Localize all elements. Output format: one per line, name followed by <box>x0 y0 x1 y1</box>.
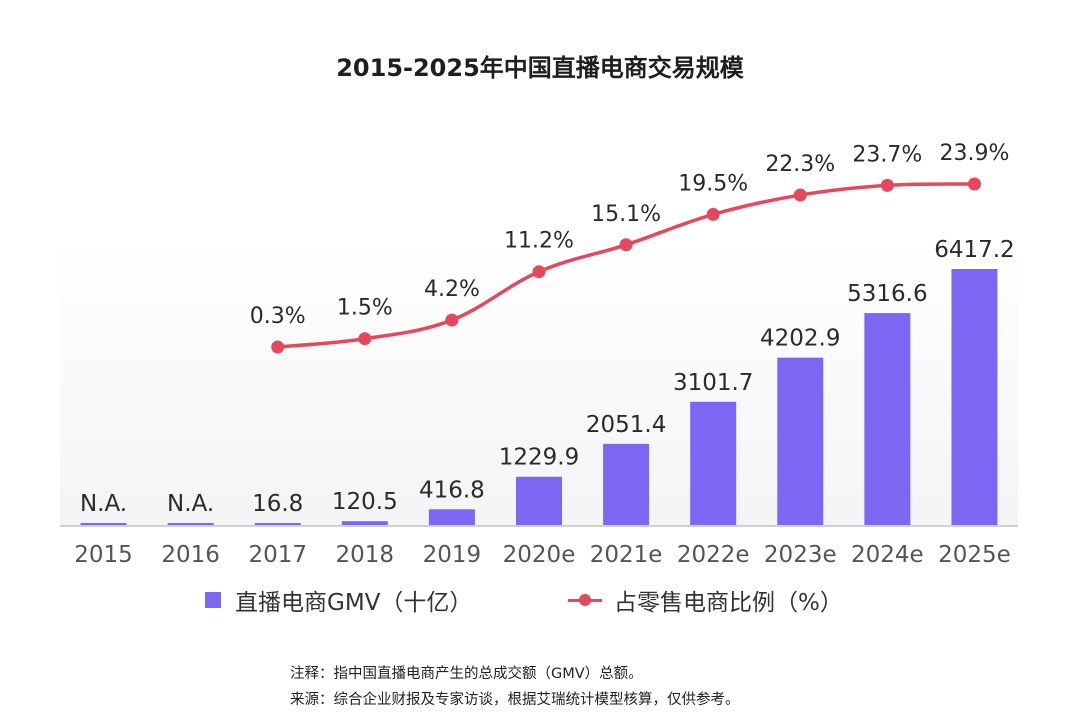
ratio-point-2024e <box>880 178 894 192</box>
x-tick-2024e: 2024e <box>851 542 924 568</box>
bar-2015 <box>80 523 127 526</box>
legend-label-gmv: 直播电商GMV（十亿） <box>235 590 473 616</box>
ratio-label-2018: 1.5% <box>337 296 393 321</box>
bar-2025e <box>951 269 998 526</box>
bar-label-2018: 120.5 <box>332 489 398 515</box>
legend-item-ratio: 占零售电商比例（%） <box>568 583 843 617</box>
ratio-label-2024e: 23.7% <box>852 142 922 167</box>
bar-label-2015: N.A. <box>80 491 127 517</box>
chart-title: 2015-2025年中国直播电商交易规模 <box>336 54 744 82</box>
ratio-point-2019 <box>445 313 459 327</box>
source-text: 来源：综合企业财报及专家访谈，根据艾瑞统计模型核算，仅供参考。 <box>290 692 740 708</box>
footnotes: 注释：指中国直播电商产生的总成交额（GMV）总额。 来源：综合企业财报及专家访谈… <box>290 661 740 713</box>
bar-2016 <box>167 523 214 526</box>
bar-2021e <box>603 443 650 526</box>
ratio-label-2020e: 11.2% <box>504 229 574 254</box>
ratio-point-2025e <box>967 177 981 191</box>
note-text: 注释：指中国直播电商产生的总成交额（GMV）总额。 <box>290 666 643 682</box>
legend: 直播电商GMV（十亿） 占零售电商比例（%） <box>0 583 1080 617</box>
ratio-label-2025e: 23.9% <box>940 141 1010 166</box>
legend-line-swatch <box>568 592 602 608</box>
bar-label-2021e: 2051.4 <box>586 412 666 438</box>
x-tick-2019: 2019 <box>423 542 482 568</box>
x-tick-2015: 2015 <box>74 542 133 568</box>
x-tick-2016: 2016 <box>161 542 220 568</box>
ratio-point-2021e <box>619 238 633 252</box>
ratio-point-2022e <box>706 207 720 221</box>
ratio-label-2019: 4.2% <box>424 277 480 302</box>
ratio-label-2017: 0.3% <box>250 304 306 329</box>
legend-label-ratio: 占零售电商比例（%） <box>614 590 843 616</box>
bar-2023e <box>777 357 824 526</box>
bar-2022e <box>690 401 737 526</box>
bar-2019 <box>428 509 475 526</box>
x-tick-2021e: 2021e <box>590 542 663 568</box>
x-tick-2022e: 2022e <box>677 542 750 568</box>
bar-label-2025e: 6417.2 <box>934 237 1014 263</box>
ratio-point-2018 <box>358 332 372 346</box>
bar-label-2016: N.A. <box>167 491 214 517</box>
legend-bar-swatch <box>205 592 221 608</box>
bar-label-2019: 416.8 <box>419 477 485 503</box>
bar-2017 <box>254 523 301 526</box>
ratio-label-2022e: 19.5% <box>678 171 748 196</box>
ratio-label-2023e: 22.3% <box>765 152 835 177</box>
ratio-point-2023e <box>793 188 807 202</box>
plot-area: N.A. N.A. 16.8 120.5 416.8 1229.9 2051.4 3101.7… <box>60 141 1018 568</box>
legend-item-gmv: 直播电商GMV（十亿） <box>205 583 472 617</box>
x-tick-2018: 2018 <box>336 542 395 568</box>
bar-2018 <box>341 521 388 526</box>
bar-label-2022e: 3101.7 <box>673 370 753 396</box>
x-tick-2023e: 2023e <box>764 542 837 568</box>
x-tick-2017: 2017 <box>248 542 307 568</box>
ratio-label-2021e: 15.1% <box>591 202 661 227</box>
x-tick-2020e: 2020e <box>503 542 576 568</box>
bar-2020e <box>516 476 562 526</box>
bar-label-2023e: 4202.9 <box>760 326 840 352</box>
ratio-point-2020e <box>532 265 546 279</box>
ratio-point-2017 <box>271 340 285 354</box>
bar-label-2017: 16.8 <box>252 491 303 517</box>
bar-label-2020e: 1229.9 <box>499 445 579 471</box>
bar-label-2024e: 5316.6 <box>847 281 927 307</box>
bar-2024e <box>864 313 911 526</box>
x-tick-2025e: 2025e <box>938 542 1011 568</box>
